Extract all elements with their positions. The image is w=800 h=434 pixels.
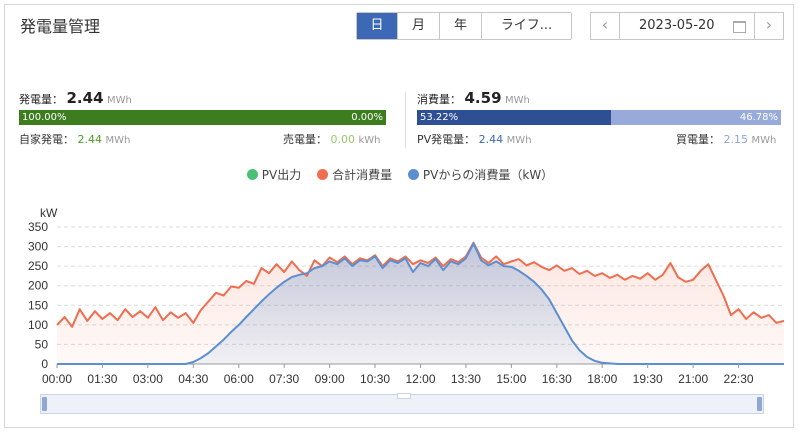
y-tick-label-6: 300 bbox=[28, 240, 48, 254]
x-tick-label-13: 19:30 bbox=[633, 372, 663, 386]
tab-month[interactable]: 月 bbox=[398, 13, 440, 39]
self-unit: MWh bbox=[105, 135, 131, 146]
y-tick-label-2: 100 bbox=[28, 318, 48, 332]
legend-label-pv-consumption: PVからの消費量（kW） bbox=[422, 168, 554, 182]
generation-bar-left-label: 100.00% bbox=[22, 112, 67, 123]
legend-dot-total-consumption bbox=[317, 169, 329, 180]
buy-amount: 買電量： 2.15 MWh bbox=[676, 131, 776, 147]
consumption-value: 4.59 bbox=[464, 89, 502, 107]
x-tick-label-5: 07:30 bbox=[269, 372, 299, 386]
zoom-slider[interactable] bbox=[40, 393, 764, 414]
panel-frame bbox=[4, 4, 794, 428]
x-tick-label-14: 21:00 bbox=[678, 372, 708, 386]
pv-value: 2.44 bbox=[478, 133, 504, 146]
consumption-summary: 消費量： 4.59 MWh bbox=[417, 89, 530, 107]
legend-dot-pv-output bbox=[246, 169, 258, 180]
consumption-unit: MWh bbox=[505, 95, 530, 106]
generation-value: 2.44 bbox=[66, 89, 104, 107]
self-label: 自家発電： bbox=[19, 133, 74, 146]
period-tabs: 日 月 年 ライフ... bbox=[356, 12, 572, 40]
prev-date-button[interactable]: ‹ bbox=[591, 13, 620, 39]
y-tick-label-3: 150 bbox=[28, 298, 48, 312]
x-tick-label-6: 09:00 bbox=[315, 372, 345, 386]
self-consumption: 自家発電： 2.44 MWh bbox=[19, 131, 130, 147]
x-tick-label-15: 22:30 bbox=[724, 372, 754, 386]
date-value[interactable]: 2023-05-20 bbox=[639, 18, 715, 33]
generation-bar-right-label: 0.00% bbox=[351, 112, 383, 123]
consumption-label: 消費量： bbox=[417, 93, 461, 106]
x-tick-label-12: 18:00 bbox=[587, 372, 617, 386]
sell-label: 売電量： bbox=[283, 133, 327, 146]
x-tick-label-4: 06:00 bbox=[224, 372, 254, 386]
divider bbox=[405, 92, 406, 148]
legend-label-pv-output: PV出力 bbox=[261, 168, 302, 182]
generation-bar: 100.00% 0.00% bbox=[19, 110, 386, 125]
tab-day[interactable]: 日 bbox=[357, 13, 398, 39]
generation-bar-self: 100.00% bbox=[19, 110, 386, 125]
buy-unit: MWh bbox=[751, 135, 777, 146]
sell-value: 0.00 bbox=[330, 133, 356, 146]
self-value: 2.44 bbox=[77, 133, 103, 146]
y-tick-label-1: 50 bbox=[35, 337, 49, 351]
generation-label: 発電量： bbox=[19, 93, 63, 106]
zoom-handle-left[interactable] bbox=[42, 397, 47, 411]
x-axis-ticks: 00:00 01:30 03:00 04:30 06:00 07:30 09:00 10:30… bbox=[42, 364, 754, 386]
series-areas bbox=[57, 242, 784, 364]
pv-label: PV発電量： bbox=[417, 133, 476, 146]
legend-item-pv-output[interactable]: PV出力 bbox=[246, 166, 302, 183]
sell-unit: kWh bbox=[358, 135, 381, 146]
legend-label-total-consumption: 合計消費量 bbox=[332, 168, 393, 182]
consumption-bar: 53.22% 46.78% bbox=[417, 110, 781, 125]
tab-year[interactable]: 年 bbox=[440, 13, 482, 39]
consumption-bar-pv: 53.22% bbox=[417, 110, 611, 125]
legend-item-total-consumption[interactable]: 合計消費量 bbox=[317, 166, 392, 183]
sell-amount: 売電量： 0.00 kWh bbox=[283, 131, 381, 147]
x-tick-label-9: 13:30 bbox=[451, 372, 481, 386]
pv-unit: MWh bbox=[506, 135, 532, 146]
y-tick-label-5: 250 bbox=[28, 259, 48, 273]
y-tick-label-7: 350 bbox=[28, 220, 48, 234]
next-date-button[interactable]: › bbox=[754, 13, 783, 39]
pv-generation: PV発電量： 2.44 MWh bbox=[417, 131, 532, 147]
x-tick-label-11: 16:30 bbox=[542, 372, 572, 386]
series-area-1 bbox=[57, 243, 784, 364]
x-tick-label-1: 01:30 bbox=[87, 372, 117, 386]
series-lines bbox=[56, 241, 785, 365]
legend-item-pv-consumption[interactable]: PVからの消費量（kW） bbox=[407, 166, 554, 183]
zoom-grip[interactable] bbox=[397, 393, 411, 399]
y-tick-label-4: 200 bbox=[28, 279, 48, 293]
x-tick-label-0: 00:00 bbox=[42, 372, 72, 386]
zoom-handle-right[interactable] bbox=[757, 397, 762, 411]
y-axis-label: kW bbox=[40, 206, 58, 220]
x-tick-label-3: 04:30 bbox=[178, 372, 208, 386]
x-tick-label-2: 03:00 bbox=[133, 372, 163, 386]
date-picker: ‹ 2023-05-20 › bbox=[590, 12, 784, 40]
buy-value: 2.15 bbox=[723, 133, 749, 146]
line-chart: kW 0 50 100 150 200 250 300 350 00:00 01:30 03:00… bbox=[28, 206, 785, 386]
page-title: 発電量管理 bbox=[20, 17, 101, 36]
consumption-bar-right-label: 46.78% bbox=[739, 112, 778, 123]
generation-summary: 発電量： 2.44 MWh bbox=[19, 89, 132, 107]
y-axis-ticks: 0 50 100 150 200 250 300 350 bbox=[28, 220, 48, 371]
x-tick-label-8: 12:00 bbox=[405, 372, 435, 386]
x-tick-label-10: 15:00 bbox=[496, 372, 526, 386]
tab-lifetime[interactable]: ライフ... bbox=[500, 18, 553, 33]
series-line-1 bbox=[57, 242, 784, 365]
calendar-icon[interactable] bbox=[733, 21, 746, 33]
generation-unit: MWh bbox=[107, 95, 132, 106]
chart-legend: PV出力 合計消費量 PVからの消費量（kW） bbox=[0, 166, 800, 183]
x-tick-label-7: 10:30 bbox=[360, 372, 390, 386]
buy-label: 買電量： bbox=[676, 133, 720, 146]
consumption-bar-left-label: 53.22% bbox=[420, 112, 459, 123]
consumption-bar-buy: 46.78% bbox=[610, 110, 781, 125]
legend-dot-pv-consumption bbox=[407, 169, 419, 180]
y-tick-label-0: 0 bbox=[41, 357, 48, 371]
series-line-0 bbox=[56, 241, 785, 328]
